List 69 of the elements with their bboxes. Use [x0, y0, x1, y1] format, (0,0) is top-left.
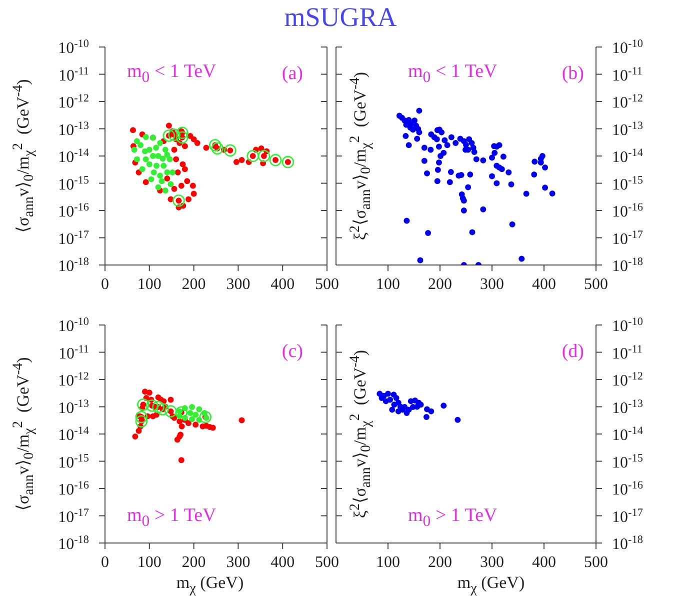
- y-tick-label: 10$^{-15}$: [612, 452, 644, 472]
- y-tick-label: 10$^{-11}$: [58, 343, 89, 362]
- y-tick-label: 10$^{-17}$: [612, 506, 644, 526]
- x-tick-label: 300: [226, 276, 250, 293]
- y-tick-label: 10$^{-12}$: [58, 370, 89, 390]
- y-tick-label: 10$^{-14}$: [612, 147, 644, 166]
- y-tick-label: 10$^{-10}$: [612, 38, 644, 57]
- x-tick-label: 300: [480, 276, 504, 293]
- x-tick-label: 0: [101, 554, 109, 571]
- x-tick-label: 400: [270, 554, 295, 571]
- y-tick-label: 10$^{-10}$: [58, 316, 90, 335]
- annotation: m$_{0}$ < 1 TeV: [127, 61, 216, 87]
- x-tick-label: 300: [480, 554, 504, 571]
- x-tick-label: 500: [584, 554, 608, 571]
- y-tick-label: 10$^{-11}$: [58, 65, 89, 84]
- y-tick-label: 10$^{-13}$: [612, 398, 644, 417]
- x-tick-label: 500: [315, 276, 339, 293]
- annotation: (b): [562, 63, 584, 85]
- y-tick-label: 10$^{-12}$: [612, 370, 643, 390]
- y-tick-label: 10$^{-17}$: [58, 506, 90, 526]
- y-tick-label: 10$^{-16}$: [58, 480, 90, 498]
- y-tick-label: 10$^{-14}$: [58, 147, 90, 166]
- x-axis-title: m$_{χ}$ (GeV): [457, 573, 525, 598]
- chart-title: mSUGRA: [283, 2, 398, 33]
- y-tick-label: 10$^{-11}$: [612, 343, 642, 362]
- annotation: (a): [282, 63, 303, 85]
- y-tick-label: 10$^{-17}$: [58, 228, 90, 248]
- y-tick-label: 10$^{-13}$: [58, 398, 90, 417]
- x-tick-label: 500: [315, 554, 339, 571]
- y-tick-label: 10$^{-12}$: [612, 92, 643, 112]
- y-tick-label: 10$^{-14}$: [58, 425, 90, 444]
- y-tick-label: 10$^{-17}$: [612, 228, 644, 248]
- x-tick-label: 500: [584, 276, 608, 293]
- annotation: m$_{0}$ > 1 TeV: [408, 505, 498, 531]
- x-axis-title: m$_{χ}$ (GeV): [176, 573, 244, 598]
- y-tick-label: 10$^{-18}$: [612, 256, 644, 275]
- annotation: (c): [282, 341, 303, 363]
- x-tick-label: 300: [226, 554, 250, 571]
- x-tick-label: 400: [532, 554, 556, 571]
- annotation: m$_{0}$ < 1 TeV: [408, 61, 498, 87]
- x-tick-label: 100: [137, 276, 162, 293]
- x-tick-label: 200: [182, 554, 206, 571]
- x-tick-label: 400: [532, 276, 556, 293]
- annotation: m$_{0}$ > 1 TeV: [127, 505, 216, 531]
- x-tick-label: 200: [428, 554, 452, 571]
- x-tick-label: 100: [376, 276, 400, 293]
- x-tick-label: 0: [101, 276, 109, 293]
- y-tick-label: 10$^{-11}$: [612, 65, 642, 84]
- x-tick-label: 100: [137, 554, 162, 571]
- x-tick-label: 200: [428, 276, 452, 293]
- y-tick-label: 10$^{-15}$: [58, 174, 90, 194]
- y-tick-label: 10$^{-10}$: [612, 316, 644, 335]
- y-tick-label: 10$^{-15}$: [612, 174, 644, 194]
- y-tick-label: 10$^{-10}$: [58, 38, 90, 57]
- y-tick-label: 10$^{-16}$: [612, 480, 644, 498]
- x-tick-label: 400: [270, 276, 295, 293]
- y-tick-label: 10$^{-15}$: [58, 452, 90, 472]
- y-tick-label: 10$^{-16}$: [612, 202, 644, 220]
- y-tick-label: 10$^{-18}$: [58, 256, 90, 275]
- x-tick-label: 100: [376, 554, 400, 571]
- y-tick-label: 10$^{-14}$: [612, 425, 644, 444]
- y-tick-label: 10$^{-12}$: [58, 92, 89, 112]
- annotation: (d): [562, 341, 584, 363]
- y-tick-label: 10$^{-13}$: [58, 120, 90, 139]
- y-tick-label: 10$^{-18}$: [58, 534, 90, 553]
- y-tick-label: 10$^{-16}$: [58, 202, 90, 220]
- y-tick-label: 10$^{-18}$: [612, 534, 644, 553]
- y-tick-label: 10$^{-13}$: [612, 120, 644, 139]
- x-tick-label: 200: [182, 276, 206, 293]
